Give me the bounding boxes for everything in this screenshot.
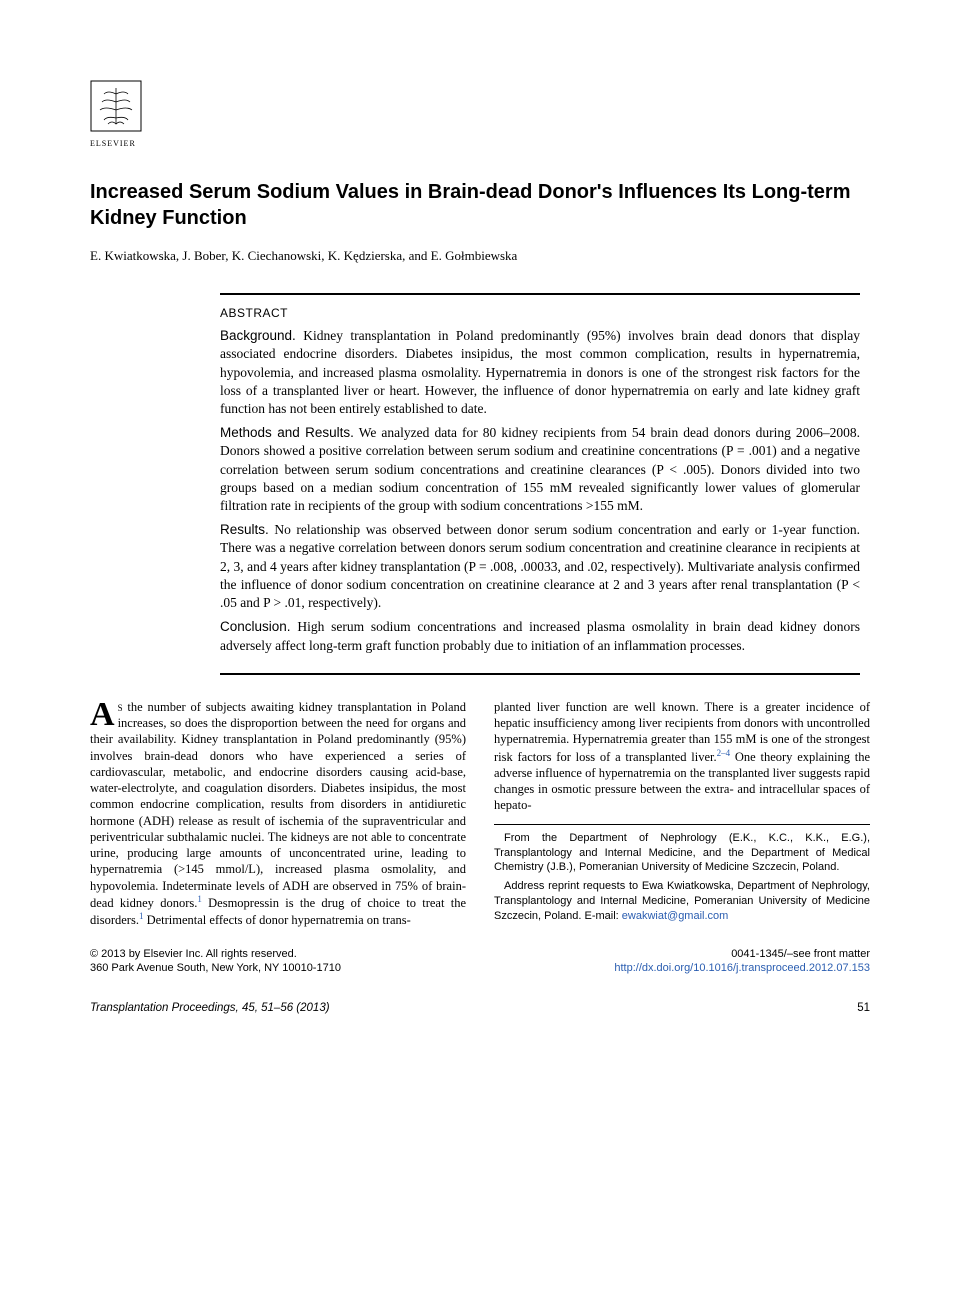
abstract-results: Results. No relationship was observed be… xyxy=(220,521,860,612)
column-left: As the number of subjects awaiting kidne… xyxy=(90,699,466,929)
journal-name: Transplantation Proceedings, xyxy=(90,1002,239,1014)
abstract-heading: ABSTRACT xyxy=(220,305,860,321)
footer-block: © 2013 by Elsevier Inc. All rights reser… xyxy=(90,947,870,976)
abstract-block: ABSTRACT Background. Kidney transplantat… xyxy=(220,293,860,675)
body-paragraph-2: planted liver function are well known. T… xyxy=(494,699,870,814)
abstract-background: Background. Kidney transplantation in Po… xyxy=(220,327,860,418)
dropcap: A xyxy=(90,699,118,729)
reprint-address: Address reprint requests to Ewa Kwiatkow… xyxy=(494,879,870,924)
citation-detail: 45, 51–56 (2013) xyxy=(239,1002,330,1014)
doi-link[interactable]: http://dx.doi.org/10.1016/j.transproceed… xyxy=(614,961,870,975)
abstract-results-label: Results. xyxy=(220,522,269,537)
affiliation-block: From the Department of Nephrology (E.K.,… xyxy=(494,824,870,924)
publisher-name: ELSEVIER xyxy=(90,139,870,150)
footer-left: © 2013 by Elsevier Inc. All rights reser… xyxy=(90,947,341,976)
footer-right: 0041-1345/–see front matter http://dx.do… xyxy=(614,947,870,976)
abstract-conclusion-text: High serum sodium concentrations and inc… xyxy=(220,619,860,652)
abstract-methods-label: Methods and Results. xyxy=(220,425,354,440)
abstract-background-text: Kidney transplantation in Poland predomi… xyxy=(220,328,860,416)
abstract-methods: Methods and Results. We analyzed data fo… xyxy=(220,424,860,515)
journal-citation: Transplantation Proceedings, 45, 51–56 (… xyxy=(90,1001,330,1017)
body-col1-text: the number of subjects awaiting kidney t… xyxy=(90,700,466,910)
body-columns: As the number of subjects awaiting kidne… xyxy=(90,699,870,929)
author-email[interactable]: ewakwiat@gmail.com xyxy=(622,910,729,922)
abstract-background-label: Background. xyxy=(220,328,296,343)
publisher-address: 360 Park Avenue South, New York, NY 1001… xyxy=(90,961,341,975)
column-right: planted liver function are well known. T… xyxy=(494,699,870,929)
affiliation-text: From the Department of Nephrology (E.K.,… xyxy=(494,831,870,876)
abstract-results-text: No relationship was observed between don… xyxy=(220,522,860,610)
abstract-conclusion: Conclusion. High serum sodium concentrat… xyxy=(220,618,860,654)
article-title: Increased Serum Sodium Values in Brain-d… xyxy=(90,179,870,231)
body-paragraph-1: As the number of subjects awaiting kidne… xyxy=(90,699,466,929)
issn-line: 0041-1345/–see front matter xyxy=(614,947,870,961)
ref-superscript[interactable]: 2–4 xyxy=(717,748,731,758)
body-col1-text3: Detrimental effects of donor hypernatrem… xyxy=(143,913,410,927)
abstract-conclusion-label: Conclusion. xyxy=(220,619,291,634)
authors-line: E. Kwiatkowska, J. Bober, K. Ciechanowsk… xyxy=(90,247,870,265)
page-footer: Transplantation Proceedings, 45, 51–56 (… xyxy=(90,1001,870,1017)
copyright-line: © 2013 by Elsevier Inc. All rights reser… xyxy=(90,947,341,961)
page-number: 51 xyxy=(857,1001,870,1017)
elsevier-tree-icon xyxy=(90,80,142,132)
publisher-logo-block: ELSEVIER xyxy=(90,80,870,149)
